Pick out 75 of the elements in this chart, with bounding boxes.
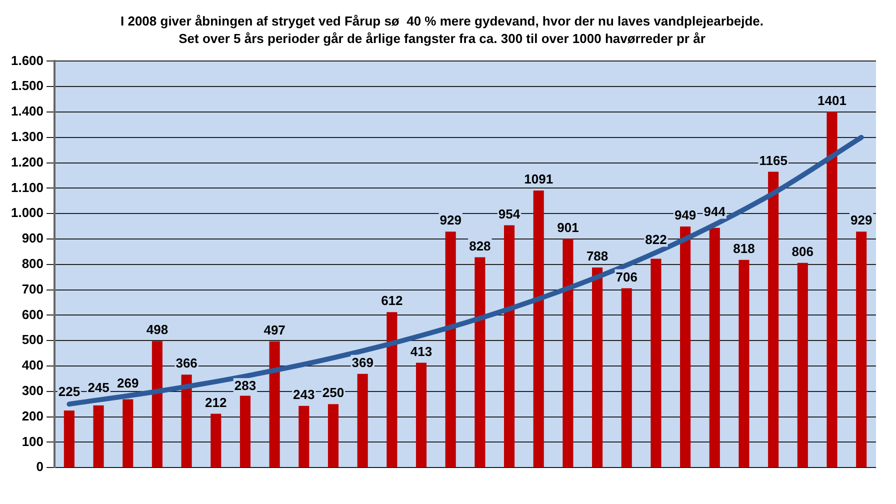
data-label: 245	[88, 380, 110, 395]
bar	[738, 260, 750, 468]
data-label: 901	[557, 220, 579, 235]
data-label: 413	[410, 344, 432, 359]
y-tick-label: 0	[36, 459, 44, 474]
data-label: 612	[381, 293, 403, 308]
data-label: 818	[733, 240, 755, 256]
data-label: 225	[58, 384, 80, 400]
y-tick-label: 1.200	[10, 154, 44, 170]
data-label: 269	[117, 376, 139, 391]
bar	[328, 404, 339, 468]
data-label: 498	[146, 322, 168, 338]
chart-title: I 2008 giver åbningen af stryget ved Fårup sø 40 % mere gydevand, hvor der nu laves vandplejearbejde.	[120, 13, 764, 28]
y-tick-label: 300	[22, 382, 44, 398]
y-tick-label: 1.600	[10, 52, 44, 68]
y-tick-label: 500	[22, 332, 44, 348]
data-label: 212	[205, 394, 227, 410]
data-label: 929	[440, 212, 462, 228]
data-label: 706	[616, 269, 638, 284]
bar	[298, 406, 310, 468]
bar	[562, 238, 574, 468]
bar	[650, 258, 662, 468]
data-label: 369	[352, 354, 374, 370]
data-label: 243	[293, 386, 315, 402]
y-tick-label: 900	[22, 230, 44, 246]
data-label: 366	[176, 356, 198, 371]
bar	[856, 232, 867, 468]
bar	[357, 374, 368, 468]
y-tick-label: 1.300	[10, 128, 44, 144]
data-label: 954	[498, 206, 521, 222]
bar	[592, 267, 603, 468]
data-label: 929	[850, 212, 872, 228]
bar	[826, 112, 838, 468]
data-label: 1165	[759, 152, 788, 168]
data-label: 788	[586, 248, 608, 264]
bar	[504, 225, 515, 468]
y-tick-label: 400	[22, 358, 44, 373]
bar	[445, 232, 456, 468]
bar	[269, 341, 280, 468]
y-tick-label: 1.000	[10, 205, 44, 220]
chart-subtitle: Set over 5 års perioder går de årlige fangster fra ca. 300 til over 1000 havørreder pr år	[178, 30, 706, 46]
bar	[386, 312, 398, 468]
data-label: 1091	[524, 172, 554, 187]
y-tick-label: 100	[22, 434, 44, 449]
data-label: 1401	[818, 92, 846, 108]
y-tick-label: 1.500	[10, 78, 44, 94]
data-label: 822	[645, 232, 667, 247]
bar	[210, 414, 222, 468]
y-tick-label: 700	[22, 281, 44, 296]
y-tick-label: 800	[22, 256, 44, 271]
y-tick-label: 200	[22, 408, 44, 424]
bar	[152, 341, 162, 468]
data-label: 806	[792, 244, 814, 259]
bar	[474, 257, 486, 468]
bar	[768, 172, 779, 468]
y-tick-label: 600	[22, 306, 44, 322]
bar	[709, 228, 720, 468]
bar	[181, 374, 192, 468]
data-label: 828	[469, 238, 491, 254]
data-label: 944	[704, 204, 726, 219]
data-label: 949	[674, 208, 696, 223]
data-label: 497	[264, 322, 286, 338]
bar	[416, 362, 427, 468]
bar	[797, 262, 808, 468]
bar	[240, 396, 251, 468]
bar	[621, 288, 632, 468]
bar	[680, 226, 691, 468]
data-label: 283	[234, 378, 256, 394]
bar	[122, 399, 134, 468]
bar	[533, 190, 544, 468]
data-label: 250	[322, 385, 344, 400]
bar	[93, 405, 104, 468]
bar	[64, 410, 74, 468]
y-tick-label: 1.100	[10, 180, 44, 195]
y-tick-label: 1.400	[10, 104, 44, 119]
